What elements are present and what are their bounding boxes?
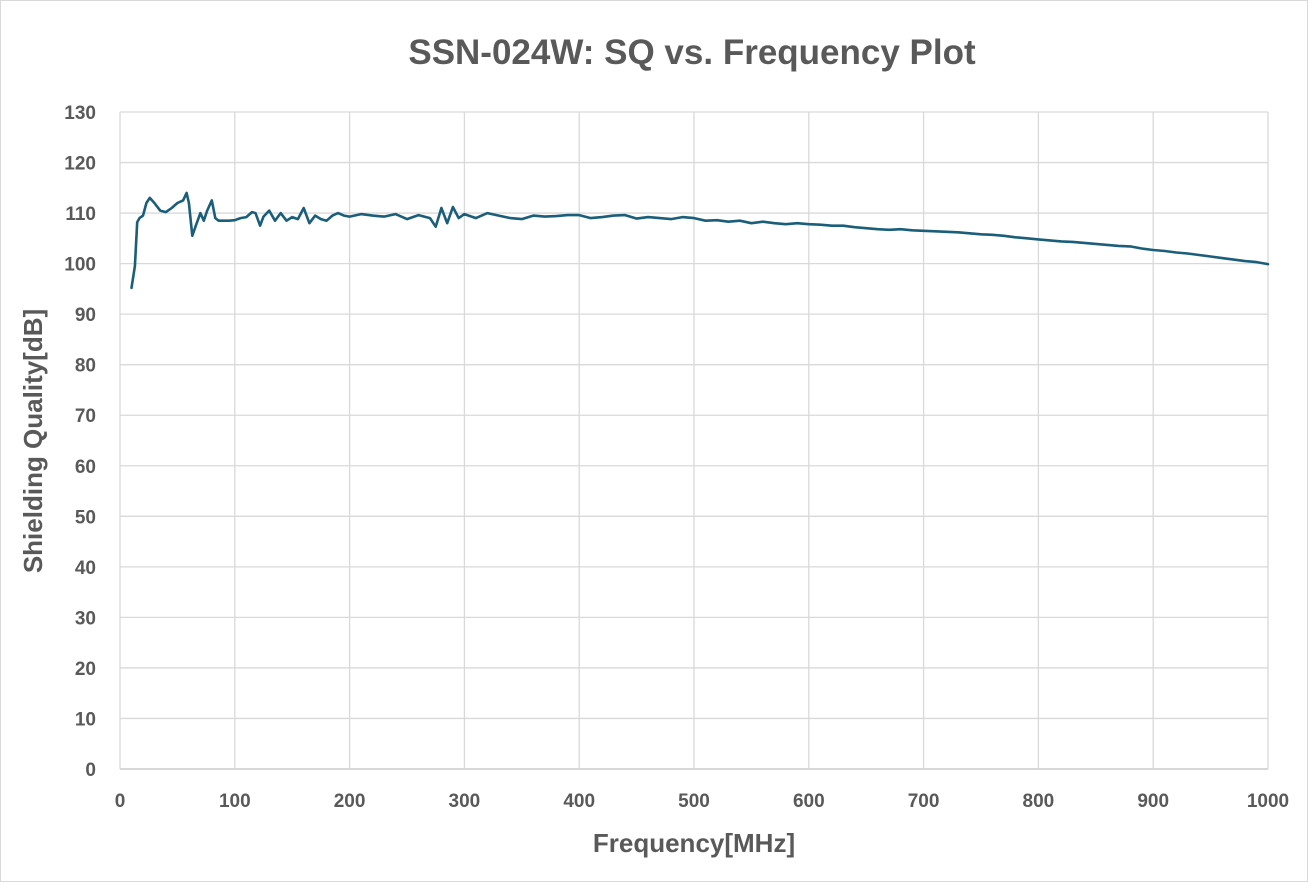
x-tick-label: 600	[793, 791, 825, 812]
x-tick-label: 1000	[1247, 791, 1289, 812]
y-axis-label: Shielding Quality[dB]	[18, 309, 48, 573]
y-tick-label: 80	[75, 356, 96, 377]
y-tick-label: 90	[75, 305, 96, 326]
x-tick-label: 500	[678, 791, 710, 812]
series-line-0	[130, 191, 1270, 290]
y-tick-label: 130	[64, 103, 96, 124]
y-tick-label: 120	[64, 154, 96, 175]
x-tick-label: 900	[1137, 791, 1169, 812]
x-tick-label: 300	[449, 791, 481, 812]
y-tick-label: 20	[75, 659, 96, 680]
y-tick-label: 110	[65, 204, 96, 225]
y-tick-label: 50	[75, 507, 96, 528]
tick-labels: 0 10 20 30 40 50 60 70 80 90 100 110 120 130 0 100 200 30…	[64, 103, 1289, 812]
x-tick-label: 700	[908, 791, 940, 812]
x-tick-label: 400	[563, 791, 595, 812]
x-tick-label: 0	[115, 791, 126, 812]
y-tick-label: 10	[75, 709, 96, 730]
x-axis-label: Frequency[MHz]	[593, 828, 795, 858]
x-tick-label: 200	[334, 791, 366, 812]
y-tick-label: 70	[75, 406, 96, 427]
gridlines	[119, 111, 1269, 770]
y-tick-label: 60	[75, 457, 96, 478]
series-layer	[130, 191, 1270, 290]
y-tick-label: 30	[75, 608, 96, 629]
y-tick-label: 0	[85, 760, 96, 781]
chart-title: SSN-024W: SQ vs. Frequency Plot	[408, 33, 976, 72]
x-tick-label: 800	[1023, 791, 1055, 812]
y-tick-label: 40	[75, 558, 96, 579]
y-tick-label: 100	[64, 255, 96, 276]
x-tick-label: 100	[219, 791, 251, 812]
